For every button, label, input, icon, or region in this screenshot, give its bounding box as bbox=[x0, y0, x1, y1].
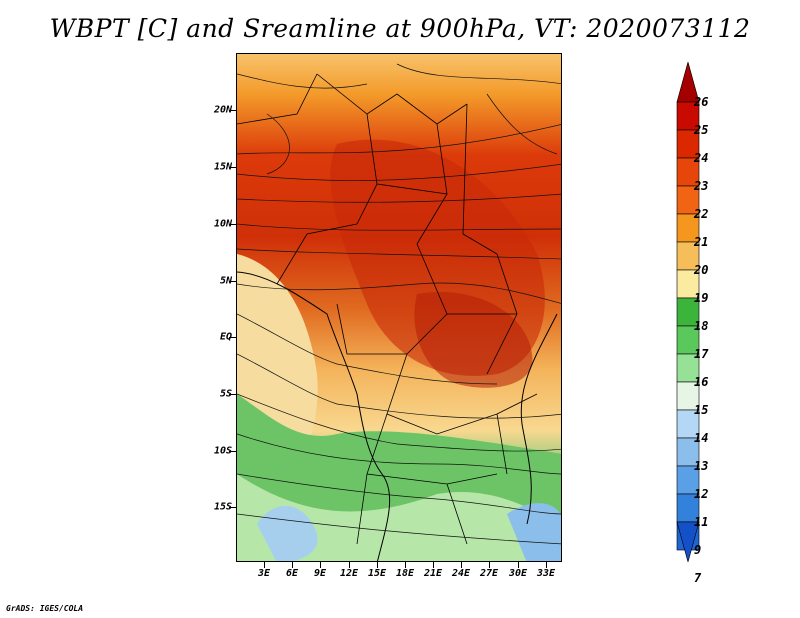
colorbar-label: 11 bbox=[694, 515, 709, 529]
cold-blue-region-west bbox=[257, 505, 318, 561]
southern-light-region bbox=[237, 474, 561, 561]
lon-tick bbox=[349, 562, 350, 568]
colorbar-label: 7 bbox=[694, 571, 702, 585]
lon-label-6e: 6E bbox=[285, 568, 299, 579]
lon-label-15e: 15E bbox=[367, 568, 387, 579]
lat-tick bbox=[229, 507, 236, 508]
lat-label-eq: EQ bbox=[219, 331, 232, 343]
lon-label-9e: 9E bbox=[313, 568, 327, 579]
lon-tick bbox=[320, 562, 321, 568]
colorbar-label: 15 bbox=[694, 403, 709, 417]
lat-tick bbox=[229, 394, 236, 395]
lon-label-3e: 3E bbox=[257, 568, 271, 579]
lat-tick bbox=[229, 281, 236, 282]
colorbar-label: 13 bbox=[694, 459, 709, 473]
coastline bbox=[237, 271, 558, 561]
colorbar-label: 9 bbox=[694, 543, 702, 557]
lon-tick bbox=[292, 562, 293, 568]
lat-label-5n: 5N bbox=[219, 275, 232, 287]
lat-label-15s: 15S bbox=[213, 501, 232, 513]
hot-central-region bbox=[414, 292, 533, 388]
streamlines bbox=[237, 63, 561, 545]
colorbar-label: 12 bbox=[694, 487, 709, 501]
lon-tick bbox=[377, 562, 378, 568]
colorbar-label: 14 bbox=[694, 431, 709, 445]
lat-tick bbox=[229, 110, 236, 111]
lon-label-30e: 30E bbox=[508, 568, 528, 579]
colorbar-label: 20 bbox=[694, 263, 709, 277]
lon-label-27e: 27E bbox=[479, 568, 499, 579]
map-title: WBPT [C] and Sreamline at 900hPa, VT: 20… bbox=[49, 14, 751, 43]
colorbar-label: 26 bbox=[694, 95, 709, 109]
colorbar-label: 25 bbox=[694, 123, 709, 137]
lat-label-15n: 15N bbox=[213, 161, 232, 173]
lat-tick bbox=[229, 224, 236, 225]
colorbar-label: 22 bbox=[694, 207, 709, 221]
lat-tick bbox=[229, 167, 236, 168]
lat-tick bbox=[229, 337, 236, 338]
lat-label-5s: 5S bbox=[219, 388, 232, 400]
lon-label-12e: 12E bbox=[339, 568, 359, 579]
lon-tick bbox=[433, 562, 434, 568]
colorbar-label: 24 bbox=[694, 151, 709, 165]
country-borders bbox=[237, 73, 538, 545]
cold-blue-region-east bbox=[507, 503, 561, 561]
colorbar-label: 18 bbox=[694, 319, 709, 333]
lat-label-10n: 10N bbox=[213, 218, 232, 230]
lon-label-18e: 18E bbox=[395, 568, 415, 579]
lon-tick bbox=[489, 562, 490, 568]
lat-label-10s: 10S bbox=[213, 445, 232, 457]
lon-label-21e: 21E bbox=[423, 568, 443, 579]
lon-label-24e: 24E bbox=[451, 568, 471, 579]
colorbar-label: 16 bbox=[694, 375, 709, 389]
lon-tick bbox=[405, 562, 406, 568]
lat-tick bbox=[229, 451, 236, 452]
colorbar-segment bbox=[676, 521, 700, 562]
colorbar-label: 23 bbox=[694, 179, 709, 193]
lon-tick bbox=[264, 562, 265, 568]
lon-tick bbox=[518, 562, 519, 568]
grads-credit: GrADS: IGES/COLA bbox=[6, 604, 84, 613]
lon-tick bbox=[461, 562, 462, 568]
colorbar bbox=[676, 62, 700, 562]
wbpt-streamline-map bbox=[236, 53, 562, 562]
lon-tick bbox=[546, 562, 547, 568]
colorbar-label: 17 bbox=[694, 347, 709, 361]
lon-label-33e: 33E bbox=[536, 568, 556, 579]
lat-label-20n: 20N bbox=[213, 104, 232, 116]
colorbar-label: 19 bbox=[694, 291, 709, 305]
colorbar-label: 21 bbox=[694, 235, 709, 249]
